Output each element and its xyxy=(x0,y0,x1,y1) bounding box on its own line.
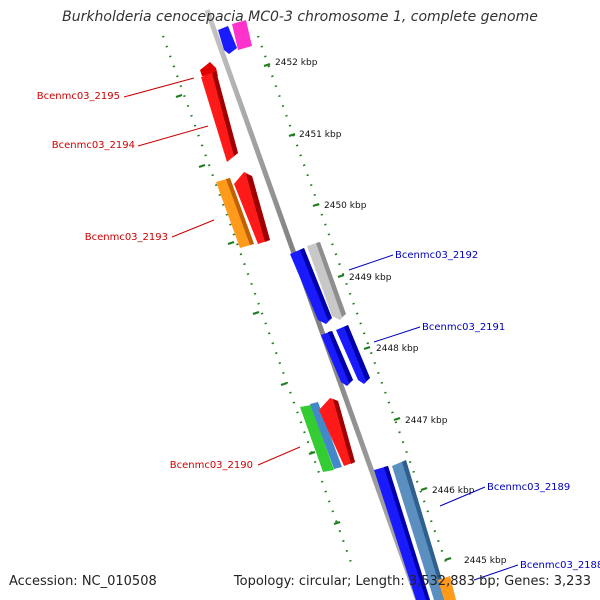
gene-bcenmc03-2189-steel[interactable] xyxy=(392,460,448,600)
gene-bcenmc03-2191-a[interactable] xyxy=(321,331,353,386)
minor-tick xyxy=(175,93,183,99)
gene-bcenmc03-2189-blue[interactable] xyxy=(374,466,430,600)
genome-summary: Topology: circular; Length: 3,532,883 bp… xyxy=(233,574,591,589)
gene-bcenmc03-2193-red[interactable] xyxy=(234,172,270,244)
callout-line xyxy=(373,326,421,343)
scale-label: 2446 kbp xyxy=(432,486,475,496)
gene-bcenmc03-2190-blue[interactable] xyxy=(310,402,342,469)
gene-bcenmc03-2191-b[interactable] xyxy=(336,325,370,384)
minor-tick xyxy=(308,450,316,456)
scale-label: 2449 kbp xyxy=(349,273,392,283)
scale-label: 2447 kbp xyxy=(405,416,448,426)
gene-label-bcenmc03-2194[interactable]: Bcenmc03_2194 xyxy=(52,140,135,151)
scale-tick xyxy=(337,273,345,279)
map-title: Burkholderia cenocepacia MC0-3 chromosom… xyxy=(62,9,538,25)
scale-label: 2452 kbp xyxy=(275,58,318,68)
gene-label-bcenmc03-2190[interactable]: Bcenmc03_2190 xyxy=(170,460,253,471)
scale-tick xyxy=(312,202,320,208)
gene-label-bcenmc03-2191[interactable]: Bcenmc03_2191 xyxy=(422,322,505,333)
minor-tick xyxy=(198,163,206,169)
minor-tick xyxy=(227,240,235,246)
scale-tick xyxy=(444,556,452,562)
gene-bcenmc03-2193-orange[interactable] xyxy=(216,178,254,248)
gene-label-bcenmc03-2192[interactable]: Bcenmc03_2192 xyxy=(395,250,478,261)
scale-label: 2451 kbp xyxy=(299,130,342,140)
callout-line xyxy=(257,446,301,466)
scale-label: 2448 kbp xyxy=(376,344,419,354)
scale-tick xyxy=(363,345,371,351)
gene-label-bcenmc03-2193[interactable]: Bcenmc03_2193 xyxy=(85,232,168,243)
gene-label-bcenmc03-2195[interactable]: Bcenmc03_2195 xyxy=(37,91,120,102)
gene-label-bcenmc03-2188[interactable]: Bcenmc03_2188 xyxy=(520,560,600,571)
callout-line xyxy=(473,564,519,581)
callout-line xyxy=(137,125,209,147)
gene-bcenmc03-2192-blue[interactable] xyxy=(290,248,332,324)
gene-bcenmc03-2188[interactable] xyxy=(438,576,456,600)
scale-tick xyxy=(393,416,401,422)
gene-bcenmc03-2192-grey[interactable] xyxy=(307,242,346,320)
callout-line xyxy=(123,77,195,98)
gene-label-bcenmc03-2189[interactable]: Bcenmc03_2189 xyxy=(487,482,570,493)
accession-label: Accession: NC_010508 xyxy=(9,574,157,589)
callout-line xyxy=(348,254,394,271)
scale-tick xyxy=(263,62,271,68)
gene-bcenmc03-2190-red[interactable] xyxy=(319,398,355,466)
gene-top-blue[interactable] xyxy=(218,26,237,54)
callout-line xyxy=(439,486,486,507)
gene-bcenmc03-2195[interactable] xyxy=(200,62,238,162)
gene-bcenmc03-2190-green[interactable] xyxy=(300,405,334,472)
scale-tick xyxy=(288,132,296,138)
callout-line xyxy=(171,219,215,238)
scale-label: 2450 kbp xyxy=(324,201,367,211)
gene-top-pink[interactable] xyxy=(232,20,252,50)
scale-label: 2445 kbp xyxy=(464,556,507,566)
minor-tick xyxy=(252,310,260,316)
right-tick-lane xyxy=(256,35,450,569)
minor-tick xyxy=(280,381,288,387)
scale-tick xyxy=(420,486,428,492)
minor-tick xyxy=(333,520,341,526)
